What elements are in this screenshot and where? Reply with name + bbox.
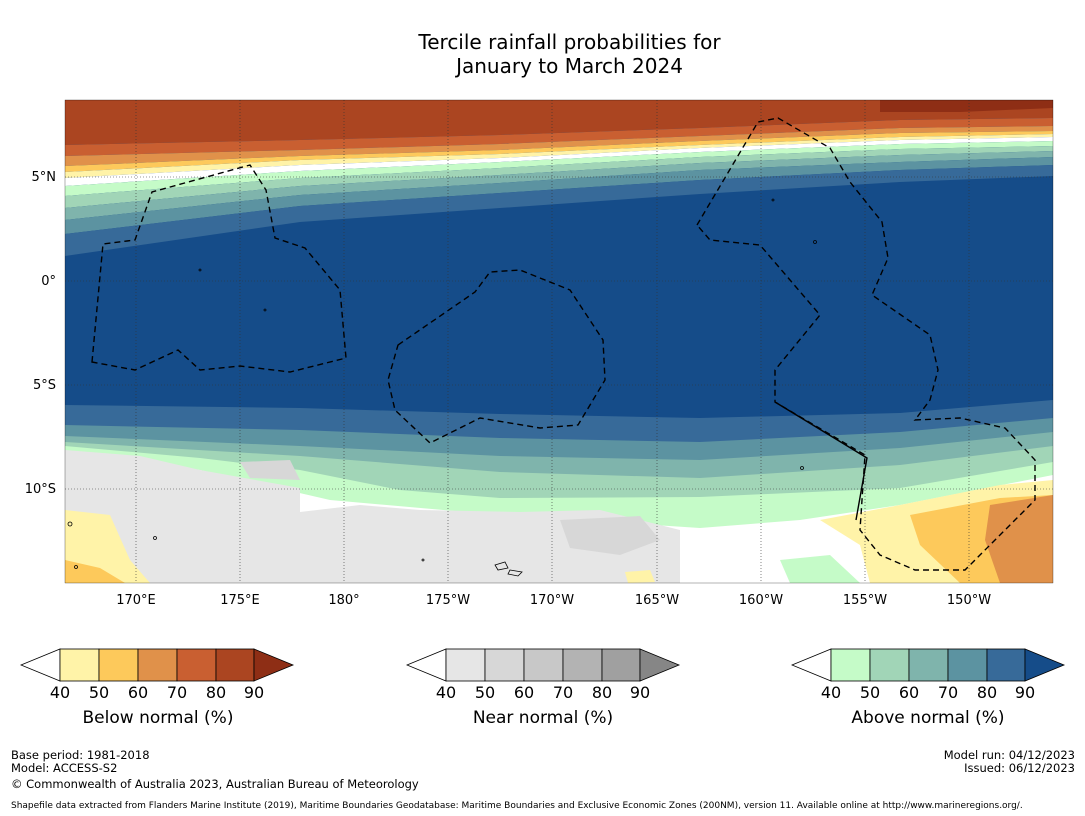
cbar-near-tick: 70 [552, 683, 574, 702]
cbar-near-80 [601, 648, 641, 682]
cbar-near-50 [484, 648, 525, 682]
cbar-below-40 [59, 648, 100, 682]
cbar-below-title: Below normal (%) [82, 708, 234, 728]
cbar-below-80 [215, 648, 255, 682]
cbar-below-upper-arrow [253, 648, 295, 682]
eez-boundaries [91, 117, 1036, 571]
solid-boundary [774, 401, 868, 521]
cbar-near-lower-arrow [406, 648, 447, 682]
cbar-near-40 [445, 648, 486, 682]
above-50-band-north [65, 146, 1053, 208]
below-40-band [65, 134, 1053, 178]
copyright: © Commonwealth of Australia 2023, Austra… [11, 777, 419, 791]
cbar-above-lower-arrow [791, 648, 832, 682]
cbar-below-tick: 40 [49, 683, 71, 702]
below-60-se [985, 495, 1053, 583]
neutral-band-north [65, 137, 1053, 186]
cbar-near-upper-arrow [639, 648, 681, 682]
colorbar-below [20, 648, 295, 682]
model-run: Model run: 04/12/2023 [943, 748, 1075, 762]
lat-label-0: 0° [41, 274, 56, 289]
cbar-near-tick: 60 [513, 683, 535, 702]
lon-label-160w: 160°W [738, 593, 784, 608]
above-80-band-north [65, 165, 1053, 256]
cbar-below-tick: 60 [127, 683, 149, 702]
below-40-sw [65, 510, 150, 583]
below-50-sw [65, 560, 125, 583]
lon-label-170w: 170°W [529, 593, 575, 608]
cbar-below-lower-arrow [20, 648, 61, 682]
above-40-patch-se [780, 555, 860, 583]
lon-label-155w: 155°W [842, 593, 888, 608]
gridlines [65, 100, 1053, 583]
cbar-above-40 [830, 648, 871, 682]
cbar-above-tick: 60 [898, 683, 920, 702]
cbar-above-title: Above normal (%) [851, 708, 1005, 728]
below-50-band [65, 131, 1053, 172]
cbar-below-70 [176, 648, 217, 682]
lon-label-175w: 175°W [425, 593, 471, 608]
chart-title: Tercile rainfall probabilities for Janua… [0, 30, 1085, 78]
cbar-above-tick: 80 [976, 683, 998, 702]
above-70-band-north [65, 157, 1053, 234]
footer-left: Base period: 1981-2018 Model: ACCESS-S2 [11, 749, 150, 775]
below-70-band [65, 118, 1053, 156]
cbar-below-50 [98, 648, 139, 682]
above-40-band-north [65, 141, 1053, 196]
cbar-above-upper-arrow [1024, 648, 1066, 682]
cbar-near-60 [523, 648, 564, 682]
map-frame [64, 99, 1054, 584]
lon-label-170e: 170°E [116, 593, 156, 608]
cbar-above-70 [947, 648, 988, 682]
cbar-above-tick: 90 [1014, 683, 1036, 702]
cbar-below-tick: 70 [166, 683, 188, 702]
cbar-below-60 [137, 648, 178, 682]
below-90-band [65, 100, 1053, 145]
lat-label-5s: 5°S [32, 378, 56, 393]
cbar-near-title: Near normal (%) [472, 708, 614, 728]
lat-label-5n: 5°N [31, 170, 57, 185]
lat-label-10s: 10°S [24, 482, 56, 497]
lon-label-150w: 150°W [946, 593, 992, 608]
cbar-below-tick: 90 [243, 683, 265, 702]
below-60-band [65, 126, 1053, 166]
cbar-above-tick: 70 [937, 683, 959, 702]
cbar-above-tick: 40 [820, 683, 842, 702]
rainfall-probability-map [64, 99, 1054, 584]
cbar-above-tick: 50 [859, 683, 881, 702]
near-40-region [65, 450, 680, 583]
lon-label-165w: 165°W [634, 593, 680, 608]
below-40-patch [625, 570, 655, 583]
cbar-near-70 [562, 648, 603, 682]
issued-date: Issued: 06/12/2023 [964, 761, 1075, 775]
near-50-patch [240, 460, 300, 480]
below-80-patch [880, 100, 1053, 112]
shapefile-credit: Shapefile data extracted from Flanders M… [11, 801, 1023, 811]
kiribati-gilbert-eez [91, 164, 347, 373]
cbar-near-tick: 50 [474, 683, 496, 702]
near-50-patch-2 [560, 516, 660, 555]
base-period: Base period: 1981-2018 [11, 748, 150, 762]
model-name: Model: ACCESS-S2 [11, 761, 118, 775]
lon-label-175e: 175°E [220, 593, 260, 608]
title-line-1: Tercile rainfall probabilities for [418, 30, 721, 54]
phoenix-eez [387, 269, 606, 444]
cbar-near-tick: 40 [435, 683, 457, 702]
cbar-below-tick: 80 [205, 683, 227, 702]
cbar-above-50 [869, 648, 910, 682]
lon-label-180: 180° [328, 593, 360, 608]
cbar-near-tick: 90 [629, 683, 651, 702]
cbar-above-60 [908, 648, 949, 682]
cbar-above-80 [986, 648, 1026, 682]
above-60-band-north [65, 151, 1053, 220]
colorbar-near [406, 648, 681, 682]
cbar-near-tick: 80 [591, 683, 613, 702]
cbar-below-tick: 50 [88, 683, 110, 702]
colorbar-above [791, 648, 1066, 682]
title-line-2: January to March 2024 [456, 54, 683, 78]
line-islands-eez [696, 117, 1036, 571]
islands [67, 198, 817, 577]
footer-right: Model run: 04/12/2023 Issued: 06/12/2023 [944, 749, 1075, 775]
